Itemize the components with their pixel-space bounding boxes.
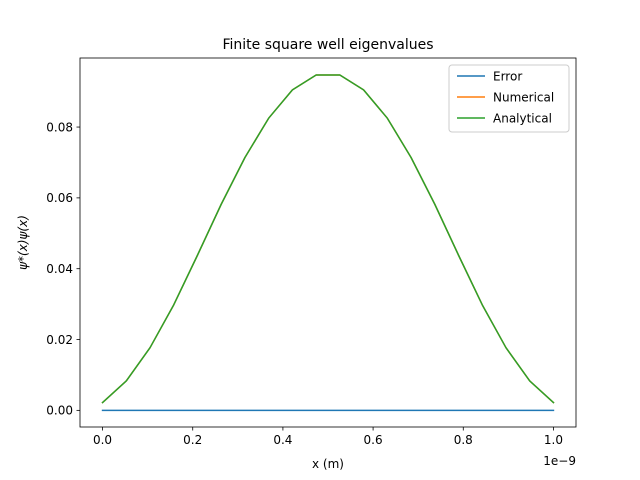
y-tick-label: 0.02 [46, 333, 73, 347]
y-tick-label: 0.04 [46, 262, 73, 276]
x-tick-label: 0.8 [454, 433, 473, 447]
x-tick-label: 0.4 [273, 433, 292, 447]
x-axis-label: x (m) [312, 457, 344, 471]
y-tick-label: 0.06 [46, 191, 73, 205]
x-tick-label: 0.0 [93, 433, 112, 447]
x-axis: 0.0 0.2 0.4 0.6 0.8 1.0 [93, 427, 563, 447]
x-tick-label: 1.0 [544, 433, 563, 447]
legend-box [448, 64, 570, 133]
series-line-analytical [101, 74, 555, 404]
y-axis-label: ψ*(x)ψ(x) [16, 215, 30, 270]
y-tick-label: 0.00 [46, 404, 73, 418]
y-axis: 0.00 0.02 0.04 0.06 0.08 [46, 120, 80, 418]
x-tick-label: 0.2 [183, 433, 202, 447]
legend-label-numerical: Numerical [493, 90, 554, 104]
x-tick-label: 0.6 [364, 433, 383, 447]
chart-title: Finite square well eigenvalues [222, 37, 433, 53]
legend-label-error: Error [493, 69, 522, 83]
legend-label-analytical: Analytical [493, 111, 552, 125]
legend: Error Numerical Analytical [448, 64, 570, 133]
y-tick-label: 0.08 [46, 120, 73, 134]
plot-content [101, 74, 555, 412]
plot-frame [79, 57, 577, 428]
x-axis-offset-text: 1e−9 [543, 454, 576, 468]
